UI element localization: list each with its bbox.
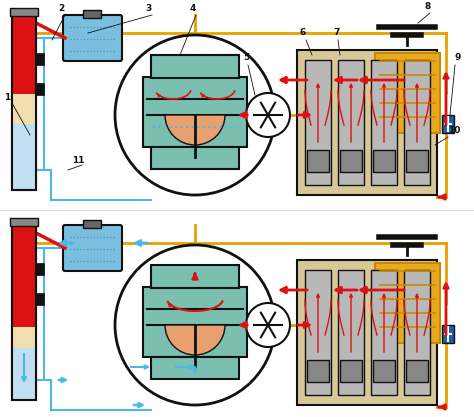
Text: 6: 6 [300,28,306,37]
Bar [371,60,397,185]
Bar [12,225,36,400]
Bar [338,60,364,185]
FancyBboxPatch shape [63,15,122,61]
Bar [12,123,36,190]
Circle shape [246,303,290,347]
Bar [83,220,101,228]
Text: 10: 10 [448,126,460,135]
Bar [143,287,247,357]
Circle shape [246,93,290,137]
Bar [36,53,44,65]
Bar [36,83,44,95]
Bar [151,55,239,78]
Bar [297,260,437,405]
Text: 1: 1 [4,93,10,102]
Circle shape [115,35,275,195]
Bar [12,94,36,123]
Text: 2: 2 [58,4,64,13]
Bar [305,60,331,185]
Bar [375,53,440,133]
Bar [10,8,38,16]
Bar [151,265,239,288]
Bar [307,150,329,172]
Bar [371,270,397,395]
Bar [12,15,36,190]
Text: 7: 7 [333,28,339,37]
Bar [404,60,430,185]
Bar [442,115,454,133]
Wedge shape [165,325,225,355]
Bar [305,270,331,395]
Text: 4: 4 [190,4,196,13]
Bar [151,147,239,169]
Bar [442,325,454,343]
Bar [340,360,362,382]
Bar [338,270,364,395]
Bar [340,150,362,172]
Bar [404,270,430,395]
Text: 8: 8 [425,2,431,11]
Text: 3: 3 [145,4,151,13]
Bar [12,327,36,347]
Bar [12,225,36,400]
Bar [83,10,101,18]
Bar [143,77,247,147]
Text: 5: 5 [243,53,249,62]
Bar [36,292,44,304]
Text: 11: 11 [72,156,84,165]
Bar [12,15,36,94]
Bar [10,218,38,226]
Bar [373,360,395,382]
Bar [307,360,329,382]
Bar [375,263,440,343]
Bar [36,263,44,275]
FancyBboxPatch shape [63,225,122,271]
Bar [406,150,428,172]
Wedge shape [165,115,225,145]
Bar [12,347,36,400]
Bar [12,225,36,327]
Circle shape [115,245,275,405]
Bar [297,50,437,195]
Bar [151,357,239,379]
Text: 9: 9 [455,53,461,62]
Bar [12,15,36,190]
Bar [373,150,395,172]
Bar [406,360,428,382]
